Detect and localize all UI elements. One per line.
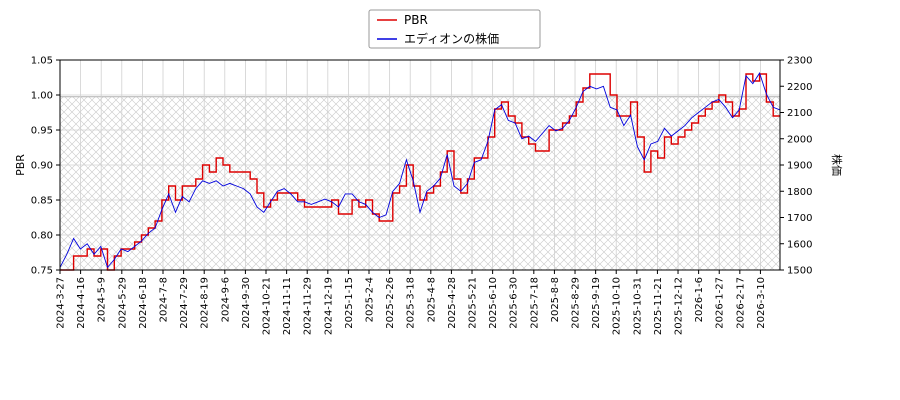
left-axis-ticks: 0.75 0.80 0.85 0.90 0.95 1.00 1.05 <box>31 56 60 277</box>
x-tick-label: 2024-11-11 <box>282 277 293 335</box>
x-tick-label: 2024-11-29 <box>303 277 314 335</box>
x-tick-label: 2025-7-18 <box>529 277 540 329</box>
x-tick-label: 2024-7-8 <box>159 277 170 322</box>
left-tick-label: 0.75 <box>31 266 53 277</box>
x-tick-label: 2024-8-19 <box>200 277 211 329</box>
x-tick-label: 2025-5-21 <box>468 277 479 329</box>
hatch-region <box>60 96 780 270</box>
series-layer <box>59 72 781 271</box>
left-tick-label: 0.90 <box>31 161 53 172</box>
right-tick-label: 1700 <box>787 213 812 224</box>
x-tick-label: 2025-10-31 <box>632 277 643 335</box>
right-tick-label: 1500 <box>787 266 812 277</box>
x-tick-label: 2025-2-4 <box>365 277 376 322</box>
x-tick-label: 2024-9-30 <box>241 277 252 329</box>
x-tick-label: 2025-3-18 <box>406 277 417 329</box>
right-tick-label: 2100 <box>787 108 812 119</box>
right-tick-label: 1900 <box>787 161 812 172</box>
x-tick-label: 2024-12-19 <box>323 277 334 335</box>
x-tick-label: 2026-1-27 <box>715 277 726 329</box>
x-tick-label: 2024-5-9 <box>97 277 108 322</box>
x-tick-label: 2025-11-21 <box>653 277 664 335</box>
left-tick-label: 1.00 <box>31 91 53 102</box>
right-axis-ticks: 1500 1600 1700 1800 1900 2000 2100 2200 2300 <box>780 56 812 277</box>
x-tick-label: 2025-12-12 <box>674 277 685 335</box>
x-tick-label: 2026-2-17 <box>735 277 746 329</box>
x-tick-label: 2024-9-6 <box>220 277 231 322</box>
right-tick-label: 1800 <box>787 187 812 198</box>
stock-price-line <box>59 72 781 269</box>
legend-label: PBR <box>404 13 428 27</box>
x-tick-label: 2025-10-10 <box>612 277 623 335</box>
left-axis-label: PBR <box>14 154 27 176</box>
x-tick-label: 2024-10-21 <box>262 277 273 335</box>
x-tick-label: 2025-6-10 <box>488 277 499 329</box>
left-tick-label: 0.80 <box>31 231 53 242</box>
x-axis-ticks: 2024-3-27 2024-4-16 2024-5-9 2024-5-29 2024-… <box>56 270 767 335</box>
legend: PBR エディオンの株価 <box>368 9 541 49</box>
legend-box <box>368 9 541 49</box>
x-tick-label: 2025-4-28 <box>447 277 458 329</box>
right-tick-label: 2200 <box>787 82 812 93</box>
x-tick-label: 2025-9-19 <box>591 277 602 329</box>
x-tick-label: 2025-8-8 <box>550 277 561 322</box>
x-tick-label: 2024-4-16 <box>76 277 87 329</box>
right-tick-label: 2300 <box>787 56 812 67</box>
legend-label: エディオンの株価 <box>404 31 499 46</box>
left-tick-label: 0.85 <box>31 196 53 207</box>
x-tick-label: 2024-5-29 <box>117 277 128 329</box>
x-tick-label: 2024-3-27 <box>56 277 67 329</box>
x-tick-label: 2025-2-26 <box>385 277 396 329</box>
x-tick-label: 2024-6-18 <box>138 277 149 329</box>
right-tick-label: 1600 <box>787 239 812 250</box>
pbr-line <box>60 73 780 271</box>
x-tick-label: 2025-8-29 <box>571 277 582 329</box>
x-tick-label: 2025-4-8 <box>426 277 437 322</box>
right-axis-label: 株価 <box>830 154 844 176</box>
x-tick-label: 2025-1-15 <box>344 277 355 329</box>
left-tick-label: 0.95 <box>31 126 53 137</box>
x-tick-label: 2024-7-29 <box>179 277 190 329</box>
left-tick-label: 1.05 <box>31 56 53 67</box>
right-tick-label: 2000 <box>787 134 812 145</box>
x-tick-label: 2026-1-6 <box>694 277 705 322</box>
x-tick-label: 2026-3-10 <box>756 277 767 329</box>
x-tick-label: 2025-6-30 <box>509 277 520 329</box>
hatched-band <box>60 96 780 270</box>
